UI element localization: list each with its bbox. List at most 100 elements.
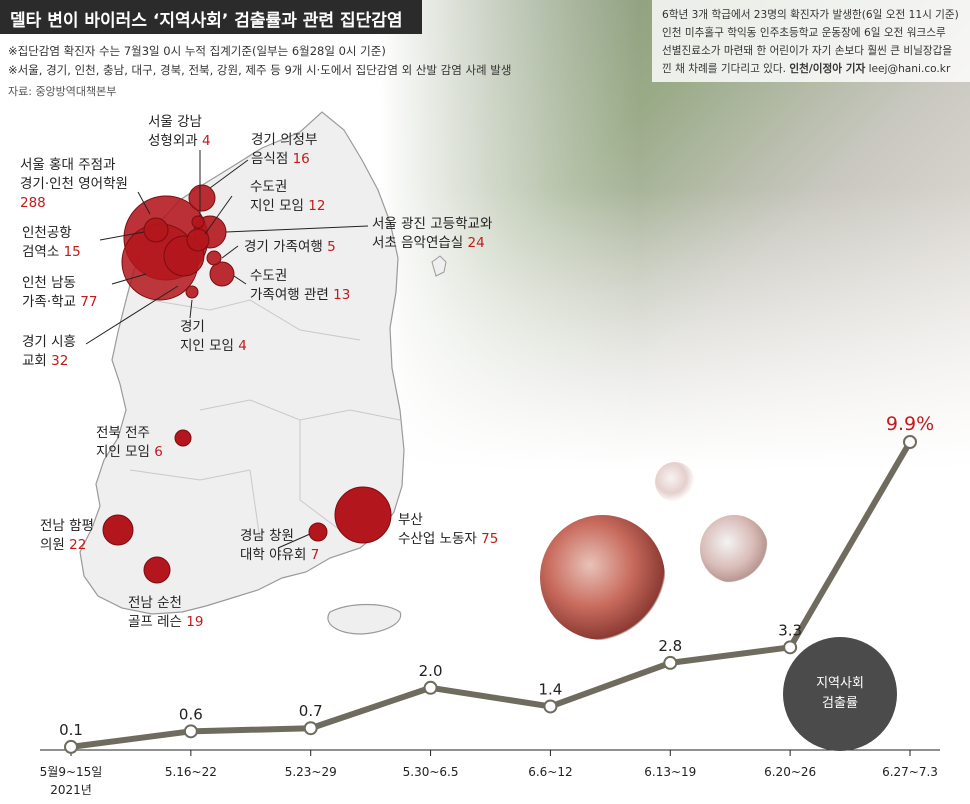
- caption-line-4: 낀 채 차례를 기다리고 있다. 인천/이정아 기자 leej@hani.co.…: [662, 60, 962, 78]
- cluster-line2: 가족여행 관련: [250, 287, 334, 303]
- cluster-circle-gyeonggi-meeting: [185, 285, 199, 299]
- cluster-count: 15: [63, 244, 81, 260]
- cluster-line1: 경기 가족여행: [244, 239, 328, 255]
- cluster-line2: 경기·인천 영어학원: [20, 176, 128, 192]
- cluster-label-gyeonggi-meeting: 경기 지인 모임 4: [180, 318, 247, 356]
- cluster-line1: 전북 전주: [96, 425, 150, 441]
- cluster-line1: 부산: [398, 512, 423, 528]
- caption-email: leej@hani.co.kr: [865, 63, 951, 75]
- cluster-count: 4: [201, 133, 211, 149]
- cluster-count: 75: [481, 531, 499, 547]
- cluster-circle-gangnam: [191, 215, 205, 229]
- data-point: [663, 655, 678, 670]
- cluster-count: 19: [186, 614, 204, 630]
- cluster-line2: 지인 모임: [96, 444, 155, 460]
- cluster-circle-busan: [334, 486, 392, 544]
- data-label: 2.0: [419, 662, 443, 680]
- cluster-label-gyeonggi-trip: 경기 가족여행 5: [244, 238, 336, 257]
- x-tick-label: 5월9~15일: [40, 765, 103, 779]
- cluster-line2: 수산업 노동자: [398, 531, 482, 547]
- cluster-count: 22: [69, 537, 87, 553]
- cluster-line2: 검역소: [22, 244, 64, 260]
- caption-line-1: 6학년 3개 학급에서 23명의 확진자가 발생한(6일 오전 11시 기준): [662, 9, 959, 21]
- data-label: 0.1: [59, 721, 83, 739]
- title-bar: 델타 변이 바이러스 ‘지역사회’ 검출률과 관련 집단감염: [0, 0, 422, 34]
- cluster-label-namdong: 인천 남동 가족·학교 77: [22, 274, 97, 312]
- data-point: [423, 680, 438, 695]
- cluster-line1: 인천 남동: [22, 275, 76, 291]
- cluster-circle-suncheon: [143, 556, 171, 584]
- cluster-count: 7: [310, 547, 320, 563]
- photo-fade-left: [380, 0, 640, 470]
- cluster-line2: 교회: [22, 353, 52, 369]
- cluster-count: 24: [467, 235, 485, 251]
- data-point: [903, 435, 917, 449]
- data-point: [783, 640, 798, 655]
- series-legend: 지역사회 검출률: [783, 637, 897, 751]
- cluster-circles: [102, 184, 392, 584]
- data-label: 0.6: [179, 705, 203, 723]
- legend-line-2: 검출률: [822, 696, 858, 711]
- caption-credit: 인천/이정아 기자: [789, 63, 866, 75]
- legend-line-1: 지역사회: [816, 676, 864, 691]
- cluster-circle-airport: [143, 217, 169, 243]
- virus-illustration-large: [540, 515, 665, 640]
- photo-caption: 6학년 3개 학급에서 23명의 확진자가 발생한(6일 오전 11시 기준) …: [652, 0, 970, 82]
- cluster-line1: 경기: [180, 319, 205, 335]
- x-tick-label: 5.16~22: [165, 765, 217, 779]
- cluster-line1: 경기 시흥: [22, 334, 76, 350]
- virus-illustration-medium: [700, 515, 768, 583]
- cluster-count: 12: [308, 198, 326, 214]
- data-point: [64, 739, 78, 754]
- cluster-circle-uijeongbu: [188, 184, 216, 212]
- cluster-count: 13: [333, 287, 351, 303]
- jeju-island: [327, 603, 402, 635]
- cluster-circle-changwon: [308, 522, 328, 542]
- data-point: [183, 724, 198, 739]
- data-point: [543, 699, 558, 714]
- data-label: 0.7: [299, 702, 323, 720]
- virus-illustration-small: [655, 462, 695, 502]
- x-tick-label: 6.6~12: [528, 765, 572, 779]
- caption-last-text: 낀 채 차례를 기다리고 있다.: [662, 63, 790, 75]
- data-label: 9.9%: [886, 413, 934, 435]
- series-area: [71, 442, 910, 750]
- cluster-line1: 전남 함평: [40, 518, 94, 534]
- x-year-label: 2021년: [50, 783, 92, 797]
- cluster-count: 288: [20, 195, 46, 211]
- x-tick-label: 5.23~29: [285, 765, 337, 779]
- chart-title: 델타 변이 바이러스 ‘지역사회’ 검출률과 관련 집단감염: [10, 11, 403, 31]
- x-tick-label: 6.27~7.3: [882, 765, 938, 779]
- caption-line-2: 인천 미추홀구 학익동 인주초등학교 운동장에 6일 오전 워크스루: [662, 27, 946, 39]
- cluster-line2: 서초 음악연습실: [372, 235, 468, 251]
- data-label: 3.3: [778, 621, 802, 639]
- x-tick-label: 6.20~26: [764, 765, 816, 779]
- x-tick-label: 5.30~6.5: [403, 765, 459, 779]
- cluster-circle-jeonju: [174, 429, 192, 447]
- cluster-count: 32: [51, 353, 69, 369]
- cluster-line2: 의원: [40, 537, 70, 553]
- data-label: 1.4: [538, 680, 562, 698]
- cluster-line1: 서울 강남: [148, 114, 202, 130]
- cluster-line1: 서울 홍대 주점과: [20, 157, 116, 173]
- island-ulleung: [431, 255, 447, 277]
- cluster-label-changwon: 경남 창원 대학 야유회 7: [240, 527, 319, 565]
- cluster-line2: 음식점: [251, 151, 293, 167]
- series-line: [70, 440, 913, 750]
- cluster-circle-hampyeong: [102, 514, 134, 546]
- cluster-line1: 인천공항: [22, 225, 72, 241]
- cluster-line1: 경기 의정부: [251, 132, 318, 148]
- data-point: [303, 721, 318, 736]
- cluster-line1: 전남 순천: [128, 595, 182, 611]
- caption-line-3: 선별진료소가 마련돼 한 어린이가 자기 손보다 훨씬 큰 비닐장갑을: [662, 45, 953, 57]
- cluster-circle-gyeonggi-trip: [206, 250, 222, 266]
- cluster-line2: 지인 모임: [180, 338, 239, 354]
- cluster-count: 6: [154, 444, 163, 460]
- cluster-label-suncheon: 전남 순천 골프 레슨 19: [128, 594, 203, 632]
